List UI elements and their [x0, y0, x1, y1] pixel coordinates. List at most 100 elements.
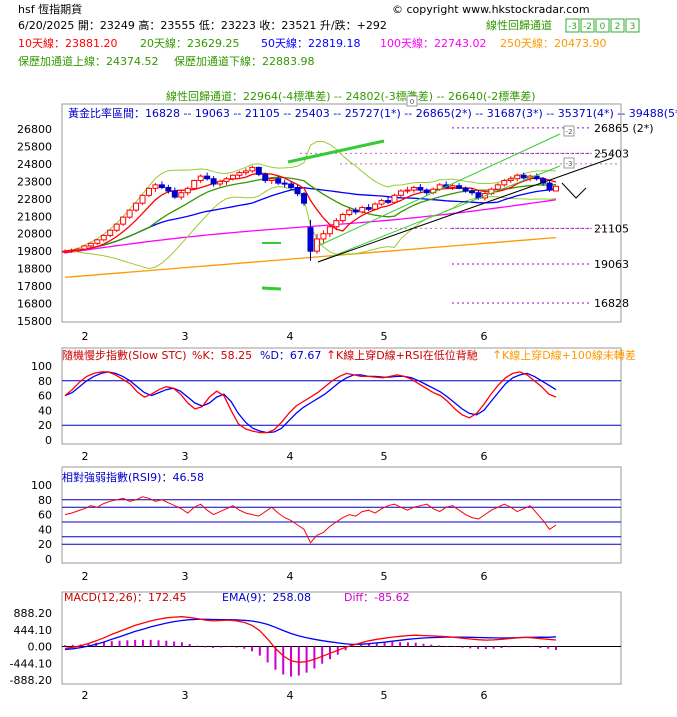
y-tick-label: 26800: [17, 123, 52, 136]
regression-button[interactable]: -3: [565, 18, 580, 33]
x-tick-label: 5: [381, 689, 388, 702]
candle-body: [410, 186, 417, 191]
candle-body: [74, 248, 81, 251]
macd-ema-label: EMA(9)：258.08: [222, 591, 311, 604]
x-tick-label: 2: [82, 330, 89, 343]
rsi-title: 相對強弱指數(RSI9)：46.58: [62, 470, 204, 484]
y-tick-label: 100: [31, 360, 52, 373]
candle-body: [333, 220, 340, 228]
candle-body: [81, 245, 88, 250]
candle-body: [281, 182, 288, 185]
candle-body: [242, 170, 249, 174]
y-tick-label: -888.20: [10, 674, 52, 687]
regression-button[interactable]: 0: [595, 18, 610, 33]
candle-body: [553, 185, 559, 192]
price-panel-frame: [61, 103, 622, 323]
candle-body: [120, 216, 127, 225]
candle-body: [229, 174, 236, 180]
regression-button[interactable]: 2: [610, 18, 625, 33]
ma-label: 50天線：22819.18: [261, 36, 360, 50]
y-tick-label: 444.10: [14, 624, 53, 637]
y-tick-label: 40: [38, 523, 52, 536]
candle-body: [320, 233, 327, 240]
candle-body: [514, 174, 521, 180]
candle-body: [507, 178, 514, 181]
macd-panel: 888.20 444.10 0.00 -444.10 -888.20 MACD(12,26…: [10, 591, 622, 702]
channel-tag-label: 0: [410, 98, 414, 106]
candle-body: [113, 223, 120, 231]
y-tick-label: 80: [38, 375, 52, 388]
channel-tag-box: [563, 157, 575, 169]
candle-body: [294, 186, 301, 195]
y-tick-label: 40: [38, 404, 52, 417]
y-tick-label: 60: [38, 509, 52, 522]
candle-body: [423, 189, 430, 194]
regression-button-box: [610, 18, 625, 33]
y-tick-label: 20800: [17, 228, 52, 241]
regression-button-box: [580, 18, 595, 33]
x-tick-label: 4: [287, 330, 294, 343]
x-tick-label: 6: [481, 689, 488, 702]
candle-body: [223, 178, 230, 182]
regression-button-label: -2: [583, 22, 592, 32]
candle-body: [352, 209, 359, 213]
fib-right-label: 21105: [594, 222, 629, 235]
price-panel: 線性回歸通道：22964(-4標準差) -- 24802(-3標準差) -- 2…: [17, 89, 677, 343]
y-tick-label: 16800: [17, 298, 52, 311]
candle-body: [546, 182, 553, 191]
candle-body: [301, 193, 308, 204]
candle-body: [210, 178, 217, 185]
y-tick-label: 24800: [17, 158, 52, 171]
y-tick-label: 80: [38, 494, 52, 507]
header-symbol: hsf 恆指期貨: [18, 2, 82, 16]
y-tick-label: 23800: [17, 175, 52, 188]
y-tick-label: 18800: [17, 263, 52, 276]
candle-body: [378, 200, 385, 205]
candle-body: [268, 178, 275, 181]
regression-button-box: [565, 18, 580, 33]
candle-body: [288, 183, 295, 188]
candle-body: [372, 203, 379, 210]
fib-right-label: 16828: [594, 297, 629, 310]
candle-body: [469, 190, 476, 194]
fib-line-text: 黃金比率區間：16828 -- 19063 -- 21105 -- 25403 …: [68, 106, 677, 120]
y-tick-label: 15800: [17, 315, 52, 328]
regression-button[interactable]: 3: [625, 18, 640, 33]
regression-button-group[interactable]: -3 -2 0 2 3: [565, 18, 640, 33]
candle-body: [107, 229, 114, 236]
candle-body: [346, 209, 353, 216]
candle-body: [204, 175, 211, 180]
x-tick-label: 4: [287, 450, 294, 463]
fib-right-label: 25403: [594, 147, 629, 160]
y-tick-label: 0: [45, 434, 52, 447]
regression-channel-line: [317, 157, 613, 263]
regression-button[interactable]: -2: [580, 18, 595, 33]
candle-body: [262, 173, 269, 181]
candle-body: [87, 242, 94, 247]
candle-body: [145, 187, 152, 196]
channel-tag-label: -2: [566, 128, 573, 136]
candle-body: [456, 185, 463, 189]
regression-button-label: 0: [600, 22, 606, 32]
x-tick-label: 3: [182, 689, 189, 702]
candle-body: [339, 214, 346, 222]
regression-marker: [261, 286, 282, 291]
regression-button-box: [595, 18, 610, 33]
y-tick-label: 17800: [17, 280, 52, 293]
rsi-line: [64, 496, 557, 544]
channel-tag-box: [563, 125, 575, 137]
candle-body: [417, 186, 424, 191]
candle-body: [165, 186, 172, 192]
candle-body: [313, 238, 320, 252]
signal2-arrow: ↑: [492, 348, 502, 362]
panel-frame: [61, 347, 622, 445]
candle-body: [133, 202, 140, 211]
x-tick-label: 3: [182, 570, 189, 583]
x-tick-label: 5: [381, 330, 388, 343]
x-tick-label: 3: [182, 330, 189, 343]
fib-right-label: 26865 (2*): [594, 122, 654, 135]
regression-marker: [287, 139, 385, 164]
y-tick-label: 19800: [17, 245, 52, 258]
candle-body: [178, 192, 185, 198]
